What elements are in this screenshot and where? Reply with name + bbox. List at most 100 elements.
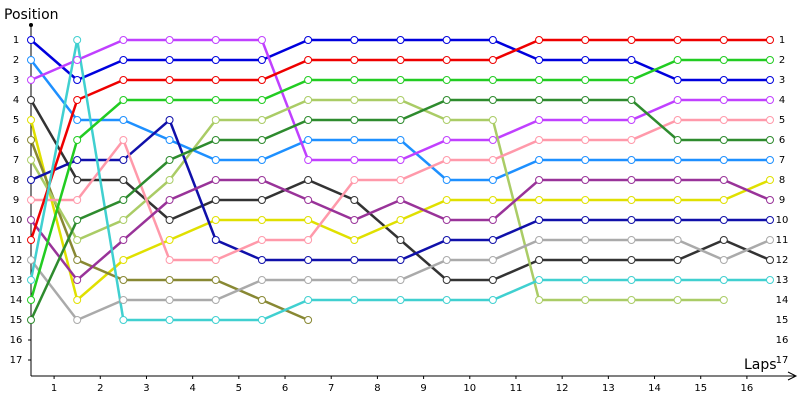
point	[719, 96, 728, 104]
point	[396, 176, 405, 184]
point	[442, 276, 451, 284]
point	[257, 316, 266, 324]
point	[211, 136, 220, 144]
point	[119, 136, 128, 144]
y-tick-label: 13	[10, 275, 23, 286]
point	[581, 96, 590, 104]
y-tick-label: 15	[10, 315, 23, 326]
point	[27, 316, 35, 324]
point	[535, 276, 544, 284]
point	[304, 116, 313, 124]
y-tick-label: 12	[10, 255, 23, 266]
point	[27, 116, 35, 124]
point	[581, 176, 590, 184]
point	[673, 156, 682, 164]
point	[627, 256, 636, 264]
point	[350, 56, 359, 64]
point	[581, 116, 590, 124]
y2-tick-label: 1	[779, 35, 785, 46]
axis-arrow	[787, 371, 798, 381]
point	[766, 196, 774, 204]
series-line	[29, 98, 770, 321]
x-tick-label: 5	[236, 383, 242, 394]
point	[257, 56, 266, 64]
point	[304, 156, 313, 164]
point	[304, 36, 313, 44]
point	[719, 176, 728, 184]
y2-tick-label: 6	[779, 135, 785, 146]
point	[442, 76, 451, 84]
x-tick-label: 8	[374, 383, 380, 394]
point	[396, 156, 405, 164]
point	[257, 96, 266, 104]
point	[350, 296, 359, 304]
point	[766, 136, 774, 144]
point	[27, 236, 35, 244]
y2-tick-label: 7	[779, 155, 785, 166]
point	[627, 196, 636, 204]
x-tick-label: 14	[648, 383, 661, 394]
point	[719, 36, 728, 44]
point	[581, 36, 590, 44]
y2-tick-label: 17	[776, 355, 789, 366]
point	[627, 176, 636, 184]
point	[304, 176, 313, 184]
point	[673, 116, 682, 124]
point	[211, 276, 220, 284]
point	[442, 156, 451, 164]
y2-tick-label: 9	[779, 195, 785, 206]
point	[488, 276, 497, 284]
y-tick-label: 17	[10, 355, 23, 366]
point	[719, 236, 728, 244]
point	[535, 196, 544, 204]
point	[257, 256, 266, 264]
y2-tick-label: 2	[779, 55, 785, 66]
point	[257, 236, 266, 244]
point	[119, 176, 128, 184]
point	[165, 56, 174, 64]
point	[257, 176, 266, 184]
point	[119, 216, 128, 224]
point	[442, 116, 451, 124]
point	[211, 236, 220, 244]
point	[766, 56, 774, 64]
point	[627, 276, 636, 284]
point	[766, 116, 774, 124]
point	[27, 296, 35, 304]
point	[766, 36, 774, 44]
point	[766, 256, 774, 264]
point	[766, 76, 774, 84]
point	[627, 156, 636, 164]
y-tick-label: 7	[13, 155, 19, 166]
point	[165, 96, 174, 104]
point	[442, 236, 451, 244]
point	[673, 36, 682, 44]
point	[211, 296, 220, 304]
point	[535, 36, 544, 44]
point	[211, 36, 220, 44]
point	[350, 156, 359, 164]
y2-tick-label: 14	[776, 295, 789, 306]
point	[211, 176, 220, 184]
point	[581, 156, 590, 164]
point	[257, 156, 266, 164]
y2-tick-label: 3	[779, 75, 785, 86]
point	[350, 216, 359, 224]
point	[442, 176, 451, 184]
x-tick-label: 6	[282, 383, 288, 394]
point	[165, 256, 174, 264]
point	[627, 96, 636, 104]
point	[766, 96, 774, 104]
point	[119, 56, 128, 64]
point	[27, 136, 35, 144]
point	[627, 76, 636, 84]
point	[350, 136, 359, 144]
point	[673, 76, 682, 84]
point	[673, 56, 682, 64]
point	[535, 76, 544, 84]
point	[442, 196, 451, 204]
point	[304, 56, 313, 64]
x-tick-label: 10	[463, 383, 476, 394]
point	[535, 136, 544, 144]
